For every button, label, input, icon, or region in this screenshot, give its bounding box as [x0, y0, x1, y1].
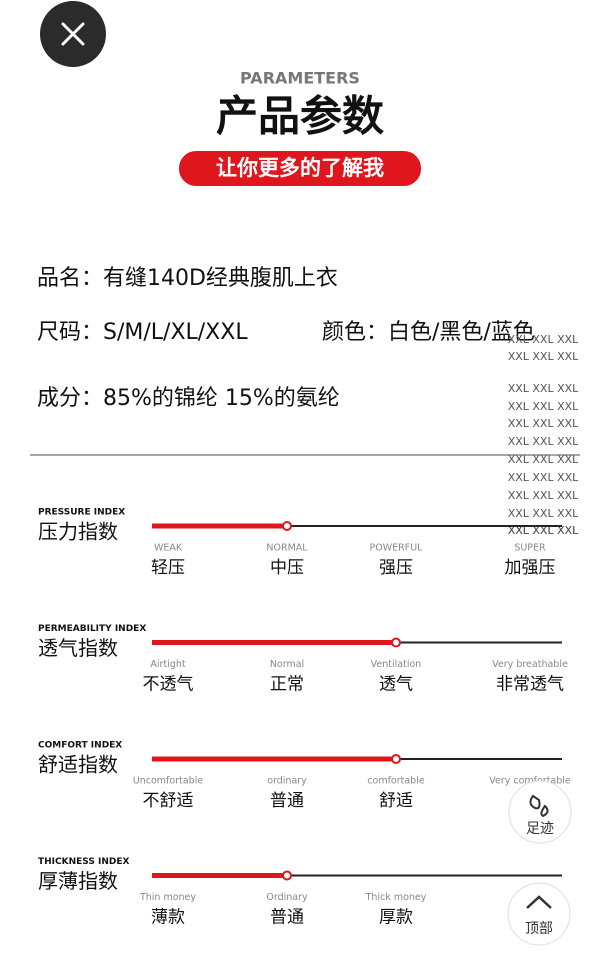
close-button[interactable]: [40, 1, 106, 67]
index-label-en: PRESSURE INDEX: [38, 508, 125, 518]
index-label-en: COMFORT INDEX: [38, 741, 122, 751]
info-line: 品名：有缝140D经典腹肌上衣: [37, 266, 338, 291]
marker: [391, 637, 401, 648]
level-en: WEAK: [154, 543, 183, 554]
marker: [282, 521, 292, 531]
level-en: NORMAL: [266, 543, 308, 554]
level-en: comfortable: [367, 776, 425, 787]
overlay-row: XXL XXL XXL: [508, 417, 579, 430]
footprint-label[interactable]: 足迹: [526, 821, 554, 837]
top-button[interactable]: 顶部: [507, 882, 571, 946]
overlay-row: XXL XXL XXL: [508, 471, 579, 484]
subtitle: PARAMETERS: [240, 69, 360, 88]
overlay-row: XXL XXL XXL: [508, 453, 579, 466]
level-zh: 不舒适: [143, 791, 194, 811]
index-label: 透气指数: [38, 636, 118, 660]
title: 产品参数: [216, 92, 384, 141]
level-zh: 中压: [270, 558, 304, 578]
level-zh: 薄款: [151, 908, 185, 928]
overlay-row: XXL XXL XXL: [508, 435, 579, 448]
level-zh: 不透气: [143, 675, 194, 695]
overlay-row: XXL XXL XXL: [508, 524, 579, 537]
level-en: Airtight: [150, 659, 185, 670]
overlay-row: XXL XXL XXL: [508, 489, 579, 502]
level-en: Uncomfortable: [133, 776, 204, 787]
level-zh: 普通: [270, 791, 304, 811]
level-en: POWERFUL: [370, 543, 424, 554]
overlay-rows: XXL XXL XXL XXL XXL XXL XXL XXL XXL XXL XXL…: [508, 333, 579, 537]
level-zh: 厚款: [379, 908, 413, 928]
level-en: Ordinary: [266, 892, 308, 903]
overlay-row: XXL XXL XXL: [508, 382, 579, 395]
level-en: ordinary: [267, 776, 307, 787]
index-label-en: THICKNESS INDEX: [38, 857, 129, 867]
level-en: Thick money: [365, 892, 427, 903]
level-zh: 强压: [379, 558, 413, 578]
level-zh: 普通: [270, 908, 304, 928]
index-label: 压力指数: [38, 520, 118, 544]
index-label: 厚薄指数: [38, 869, 118, 893]
level-en: Normal: [270, 659, 304, 670]
footprint-button[interactable]: 足迹: [508, 780, 572, 844]
overlay-row: XXL XXL XXL: [508, 400, 579, 413]
badge: 让你更多的了解我: [216, 156, 384, 180]
level-en: Ventilation: [371, 659, 422, 670]
marker: [282, 870, 292, 881]
badge-bg: [179, 151, 421, 186]
info-line: 颜色：白色/黑色/蓝色: [322, 320, 535, 345]
index-label: 舒适指数: [38, 753, 118, 777]
level-zh: 加强压: [505, 558, 556, 578]
overlay-row: XXL XXL XXL: [508, 524, 579, 537]
level-zh: 舒适: [379, 791, 413, 811]
level-zh: 非常透气: [496, 675, 564, 695]
index-label-en: PERMEABILITY INDEX: [38, 624, 146, 634]
overlay-row: XXL XXL XXL: [508, 507, 579, 520]
marker: [391, 754, 401, 764]
level-en: Thin money: [139, 892, 196, 903]
overlay-row: XXL XXL XXL: [508, 333, 579, 346]
level-zh: 轻压: [151, 558, 185, 578]
level-zh: 透气: [379, 675, 413, 695]
info-line: 尺码：S/M/L/XL/XXL: [37, 320, 248, 345]
top-label[interactable]: 顶部: [525, 921, 553, 937]
level-en: SUPER: [514, 543, 546, 554]
info-line: 成分：85%的锦纶 15%的氨纶: [37, 386, 340, 411]
level-en: Very breathable: [492, 659, 568, 670]
level-en: Very comfortable: [489, 776, 571, 787]
overlay-row: XXL XXL XXL: [508, 350, 579, 363]
level-zh: 正常: [270, 675, 304, 695]
indexes: PRESSURE INDEX 压力指数 WEAK 轻压 NORMAL 中压 POWERFUL…: [38, 508, 571, 928]
